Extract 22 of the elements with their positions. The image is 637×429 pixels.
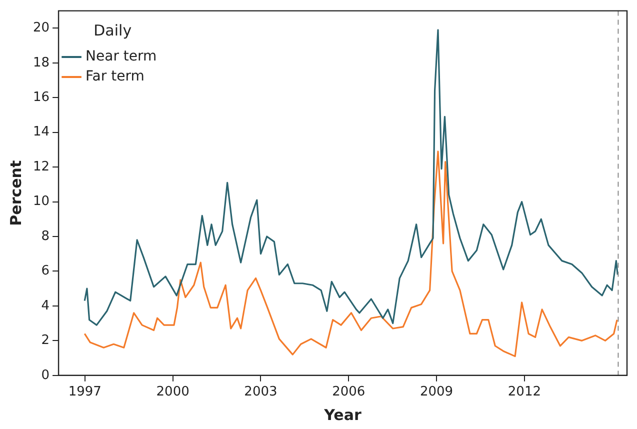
- y-axis-title: Percent: [6, 160, 25, 226]
- x-tick-label: 2006: [332, 384, 366, 400]
- y-tick-label: 2: [41, 333, 50, 348]
- x-tick-label: 1997: [68, 384, 102, 400]
- y-tick-label: 16: [32, 90, 50, 105]
- y-tick-label: 18: [32, 55, 50, 70]
- x-tick-label: 2012: [508, 384, 541, 400]
- y-tick-label: 14: [32, 124, 50, 140]
- y-tick-label: 20: [32, 20, 50, 36]
- x-tick-label: 2009: [420, 384, 454, 400]
- legend-label: Near term: [86, 48, 157, 65]
- legend-label: Far term: [86, 68, 144, 85]
- y-tick-label: 0: [41, 368, 50, 383]
- x-tick-label: 2000: [156, 384, 190, 400]
- x-axis-title: Year: [323, 406, 362, 424]
- y-tick-label: 6: [41, 264, 50, 279]
- y-tick-label: 10: [32, 194, 50, 210]
- legend-title: Daily: [94, 21, 132, 40]
- y-tick-label: 12: [32, 159, 50, 174]
- x-tick-label: 2003: [244, 384, 278, 400]
- y-tick-label: 4: [41, 298, 50, 314]
- y-tick-label: 8: [41, 228, 50, 244]
